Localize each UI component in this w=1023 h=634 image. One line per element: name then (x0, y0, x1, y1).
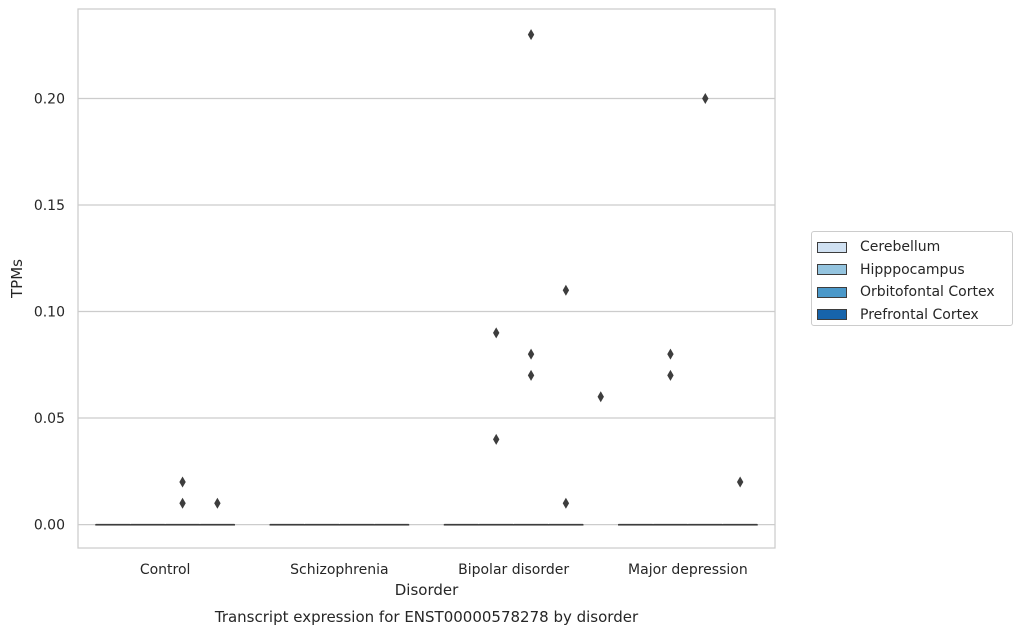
x-tick-label: Major depression (628, 562, 748, 578)
outlier-point (527, 348, 535, 360)
legend-item-prefrontal-cortex: Prefrontal Cortex (817, 304, 1012, 327)
y-tick-label: 0.15 (34, 198, 65, 214)
legend-swatch (817, 309, 847, 321)
outlier-layer (179, 29, 744, 509)
x-axis-title: Disorder (395, 581, 459, 599)
outlier-point (667, 369, 674, 381)
legend-label: Orbitofontal Cortex (860, 284, 995, 301)
grid-lines (78, 97, 775, 526)
outlier-point (736, 476, 744, 488)
legend-swatch (817, 241, 847, 253)
legend-label: Cerebellum (860, 239, 941, 256)
box-layer (95, 523, 758, 526)
legend: Cerebellum Hipppocampus Orbitofontal Cor… (811, 231, 1013, 326)
legend-item-cerebellum: Cerebellum (817, 236, 1012, 259)
legend-item-orbitofrontal-cortex: Orbitofontal Cortex (817, 281, 1012, 304)
x-tick-labels: Control Schizophrenia Bipolar disorder Majo… (140, 562, 748, 578)
outlier-point (179, 476, 186, 488)
y-tick-label: 0.20 (34, 91, 65, 107)
x-tick-label: Bipolar disorder (458, 562, 569, 578)
outlier-point (562, 284, 570, 296)
chart-caption: Transcript expression for ENST0000057827… (214, 608, 639, 626)
outlier-point (597, 391, 604, 403)
outlier-point (179, 497, 186, 509)
y-tick-label: 0.00 (34, 518, 65, 534)
outlier-point (667, 348, 674, 360)
outlier-point (493, 433, 500, 445)
x-tick-label: Schizophrenia (290, 562, 388, 578)
y-axis-title: TPMs (8, 259, 26, 299)
outlier-point (493, 327, 500, 339)
legend-label: Prefrontal Cortex (860, 306, 979, 323)
y-tick-labels: 0.00 0.05 0.10 0.15 0.20 (34, 91, 65, 533)
outlier-point (702, 92, 709, 104)
legend-label: Hipppocampus (860, 261, 965, 278)
plot-frame (77, 8, 776, 549)
y-tick-label: 0.05 (34, 411, 65, 427)
outlier-point (527, 29, 535, 41)
outlier-point (527, 369, 535, 381)
outlier-point (214, 497, 221, 509)
legend-item-hippocampus: Hipppocampus (817, 259, 1012, 282)
legend-swatch (817, 286, 847, 298)
y-tick-label: 0.10 (34, 305, 65, 321)
legend-swatch (817, 264, 847, 276)
x-tick-label: Control (140, 562, 191, 578)
outlier-point (562, 497, 570, 509)
